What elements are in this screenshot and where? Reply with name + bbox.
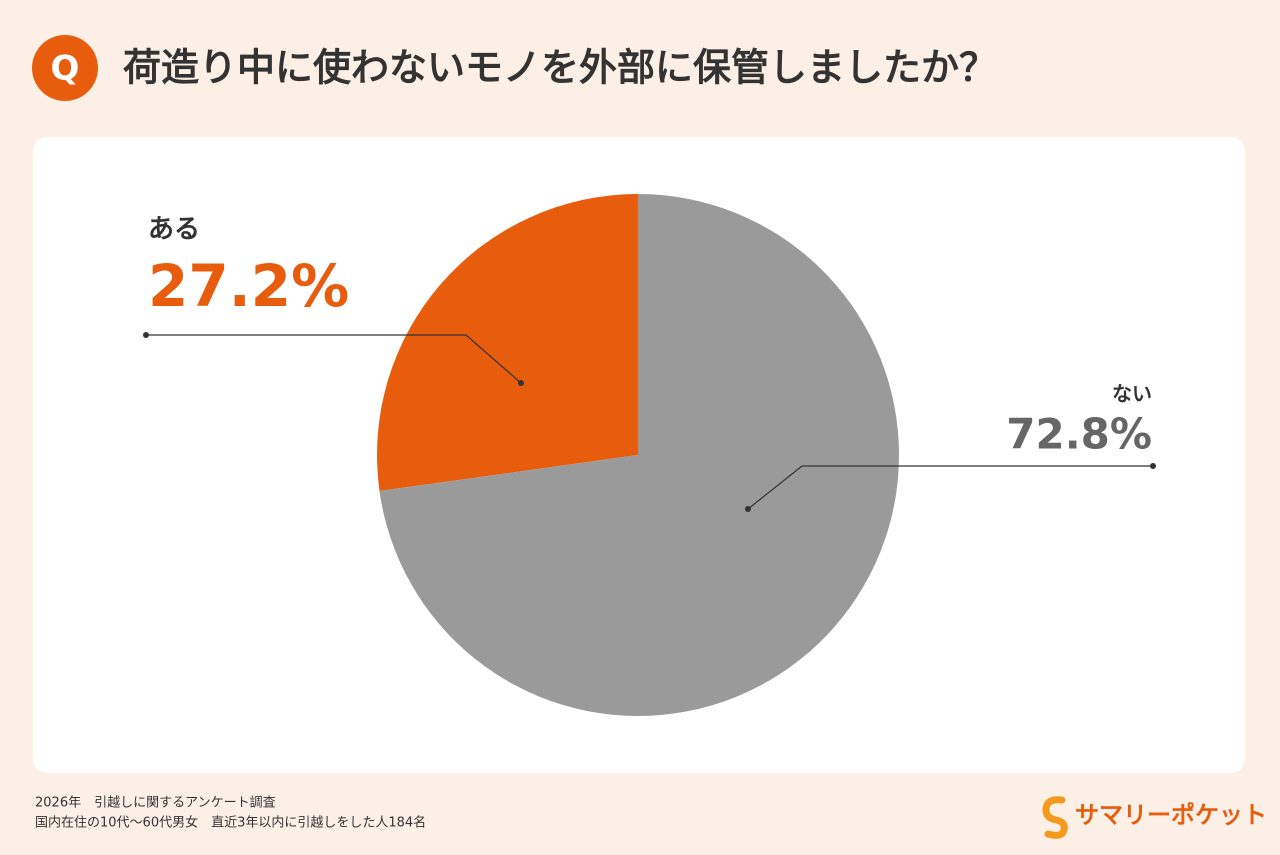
pie-slice	[379, 194, 900, 716]
value-label: 72.8%	[1006, 410, 1152, 459]
value-label: 27.2%	[148, 252, 349, 320]
leader-line	[146, 334, 522, 384]
category-label: ない	[1112, 382, 1152, 406]
logo: サマリーポケット	[1075, 801, 1267, 829]
q-letter: Q	[51, 49, 80, 89]
category-label: ある	[148, 215, 200, 245]
pie-slice	[377, 194, 638, 491]
logo-icon	[1042, 796, 1068, 839]
leader-dot	[1150, 463, 1156, 469]
leader-dot	[518, 380, 524, 386]
q-icon	[32, 35, 98, 101]
leader-dot	[745, 506, 751, 512]
chart-title: 荷造り中に使わないモノを外部に保管しましたか？	[123, 46, 997, 90]
leader-line	[747, 465, 1153, 510]
footer-note: 国内在住の10代〜60代男女 直近3年以内に引越しをした人184名	[35, 815, 426, 831]
footer-note: 2026年 引越しに関するアンケート調査	[35, 796, 276, 811]
leader-dot	[143, 332, 149, 338]
